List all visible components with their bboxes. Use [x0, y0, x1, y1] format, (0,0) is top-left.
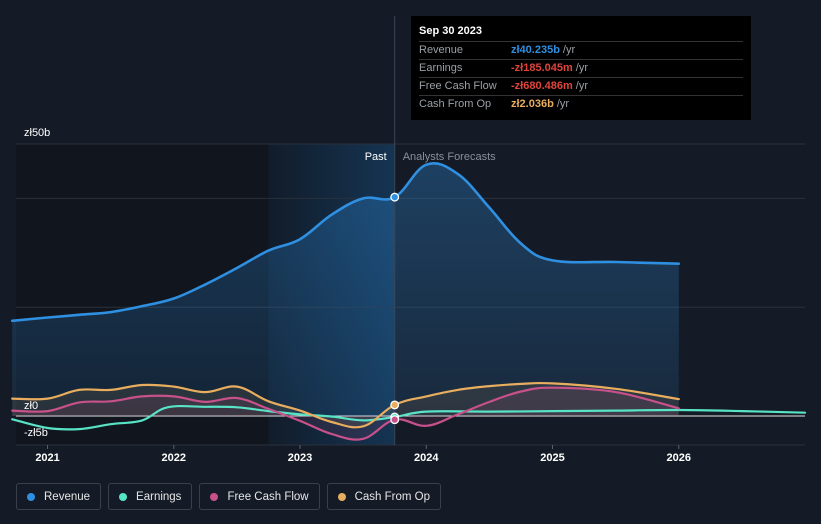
legend-dot-icon [210, 492, 219, 501]
legend-label: Cash From Op [354, 490, 431, 503]
tooltip-value: zł40.235b [511, 44, 560, 56]
legend-dot-icon [119, 492, 128, 501]
tooltip-label: Earnings [419, 62, 463, 74]
legend-item-free-cash-flow[interactable]: Free Cash Flow [199, 483, 320, 510]
series-markers [390, 192, 400, 425]
series-lines [10, 161, 807, 441]
x-tick-label: 2025 [540, 452, 564, 464]
tooltip-label: Revenue [419, 44, 464, 56]
tooltip-unit: /yr [556, 98, 570, 110]
tooltip-row-earnings: Earnings -zł185.045m /yr [419, 59, 743, 77]
past-label: Past [365, 151, 387, 163]
revenue-area [12, 163, 679, 416]
tooltip-value: zł2.036b [511, 98, 554, 110]
x-tick-label: 2024 [414, 452, 439, 464]
tooltip-unit: /yr [562, 44, 576, 56]
legend-item-earnings[interactable]: Earnings [108, 483, 193, 510]
x-axis-ticks: 2021 2022 2023 2024 2025 2026 [35, 445, 691, 464]
fcf-marker [390, 415, 400, 425]
legend-label: Free Cash Flow [227, 490, 309, 503]
revenue-marker [390, 192, 400, 202]
tooltip: Sep 30 2023 Revenue zł40.235b /yr Earnin… [411, 16, 751, 120]
legend-dot-icon [27, 492, 35, 501]
x-tick-label: 2021 [35, 452, 59, 464]
revenue-line [10, 161, 681, 323]
cfo-marker [390, 400, 400, 410]
tooltip-label: Free Cash Flow [419, 80, 497, 92]
x-tick-label: 2026 [667, 452, 691, 464]
x-tick-label: 2023 [288, 452, 312, 464]
y-axis-zero-label: zł0 [24, 400, 38, 412]
forecast-label: Analysts Forecasts [403, 151, 496, 163]
tooltip-row-free-cash-flow: Free Cash Flow -zł680.486m /yr [419, 77, 743, 95]
legend-item-cash-from-op[interactable]: Cash From Op [326, 483, 442, 510]
tooltip-unit: /yr [575, 62, 588, 74]
legend-item-revenue[interactable]: Revenue [16, 483, 102, 510]
cfo-line [11, 381, 680, 429]
y-axis-min-label: -zł5b [24, 427, 48, 439]
tooltip-value: -zł185.045m [511, 62, 573, 74]
legend: Revenue Earnings Free Cash Flow Cash Fro… [16, 483, 448, 510]
tooltip-label: Cash From Op [419, 98, 492, 110]
free-cash-flow-area [12, 387, 679, 440]
legend-label: Revenue [44, 490, 91, 503]
tooltip-value: -zł680.486m [511, 80, 573, 92]
legend-label: Earnings [136, 490, 182, 503]
tooltip-row-cash-from-op: Cash From Op zł2.036b /yr [419, 95, 743, 113]
fcf-line [11, 386, 680, 441]
tooltip-row-revenue: Revenue zł40.235b /yr [419, 41, 743, 59]
x-tick-label: 2022 [162, 452, 186, 464]
legend-dot-icon [337, 492, 346, 501]
tooltip-date: Sep 30 2023 [419, 25, 482, 37]
tooltip-unit: /yr [575, 80, 588, 92]
y-axis-max-label: zł50b [24, 127, 50, 139]
